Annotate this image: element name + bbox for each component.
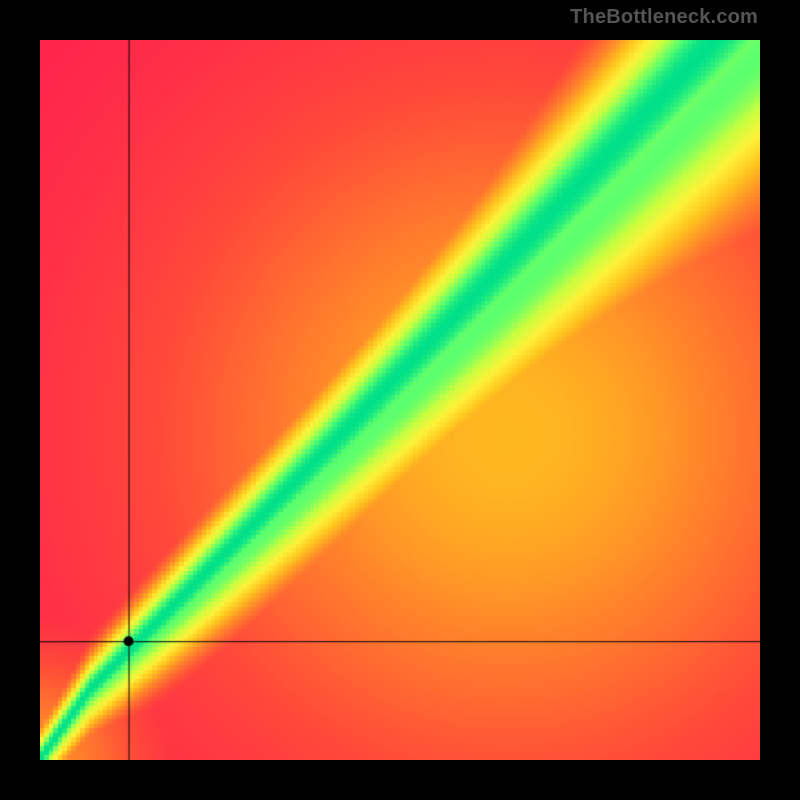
watermark-text: TheBottleneck.com: [570, 6, 758, 29]
bottleneck-heatmap: [40, 40, 760, 760]
chart-container: { "watermark": { "text": "TheBottleneck.…: [0, 0, 800, 800]
